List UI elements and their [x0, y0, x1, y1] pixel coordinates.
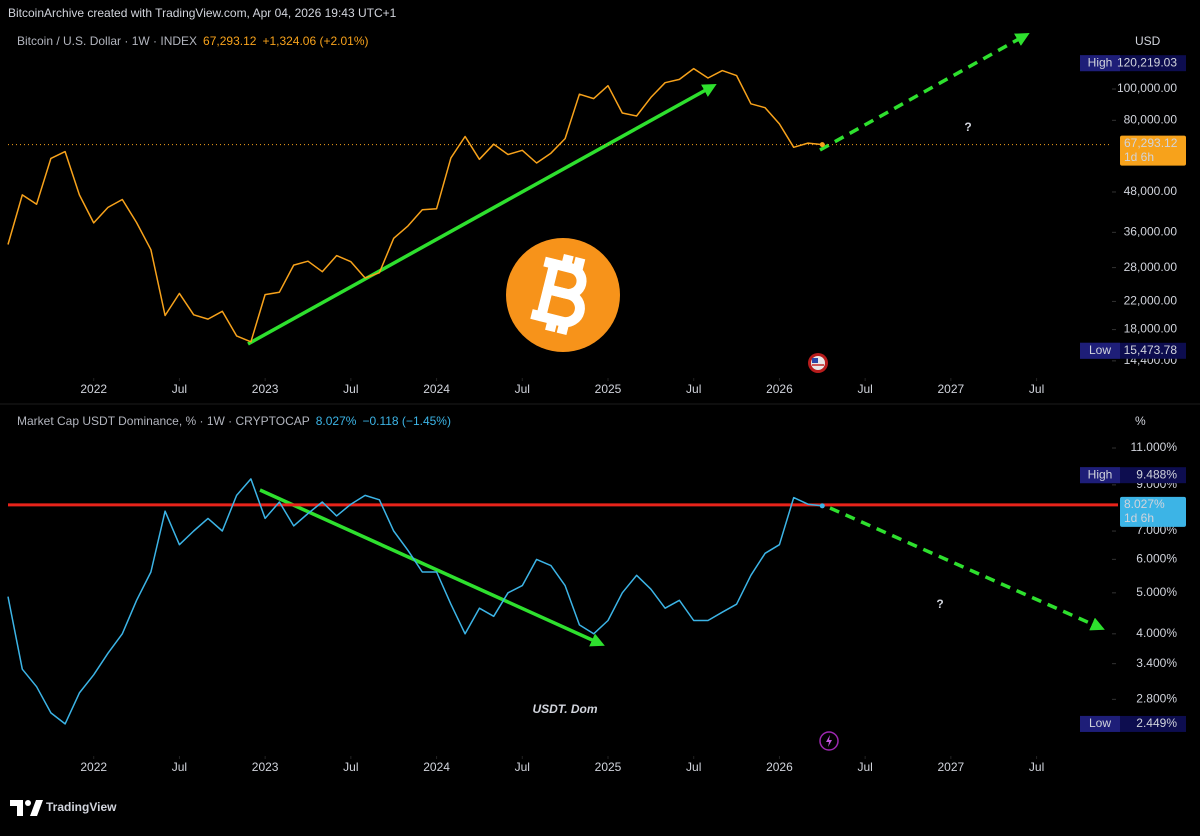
projection-arrow: [829, 506, 1105, 631]
x-tick-label: 2023: [252, 760, 279, 774]
low-tag-title-box: [1080, 342, 1120, 359]
x-tick-label: 2022: [80, 760, 107, 774]
countdown: 1d 6h: [1124, 511, 1154, 525]
high-tag-label: 9.488%: [1136, 467, 1177, 481]
last-point: [819, 142, 825, 148]
legend-name: Bitcoin / U.S. Dollar · 1W · INDEX: [17, 34, 197, 48]
trend-arrow: [259, 488, 605, 647]
last-point: [819, 503, 825, 509]
price-line: [7, 478, 823, 725]
x-tick-label: Jul: [172, 760, 187, 774]
x-tick-label: Jul: [1029, 382, 1044, 396]
x-tick-label: Jul: [857, 382, 872, 396]
event-icon: [819, 731, 839, 751]
trend-arrow: [247, 83, 717, 346]
low-tag-title: Low: [1089, 343, 1111, 357]
low-tag-label: 2.449%: [1136, 716, 1177, 730]
brand-name: TradingView: [46, 800, 117, 814]
price-line: [7, 67, 823, 343]
annotation: ?: [936, 597, 943, 611]
countdown: 1d 6h: [1124, 150, 1154, 164]
legend-change: +1,324.06 (+2.01%): [262, 34, 368, 48]
x-tick-label: 2024: [423, 382, 450, 396]
x-tick-label: 2026: [766, 382, 793, 396]
projection-arrow: [819, 32, 1030, 152]
y-tick-label: 36,000.00: [1124, 225, 1178, 239]
high-tag-title: High: [1088, 467, 1113, 481]
x-tick-label: 2027: [938, 382, 965, 396]
x-tick-label: Jul: [857, 760, 872, 774]
y-tick-label: 18,000.00: [1124, 322, 1178, 336]
y-tick-label: 48,000.00: [1124, 184, 1178, 198]
y-tick-label: 11.000%: [1131, 440, 1178, 454]
x-tick-label: Jul: [343, 382, 358, 396]
x-tick-label: 2025: [595, 382, 622, 396]
axis-unit: %: [1135, 414, 1146, 428]
y-tick-label: 80,000.00: [1124, 112, 1178, 126]
low-tag-title-box: [1080, 715, 1120, 732]
high-tag-title: High: [1088, 55, 1113, 69]
high-tag-title-box: [1080, 55, 1120, 72]
low-tag-title: Low: [1089, 716, 1111, 730]
header: BitcoinArchive created with TradingView.…: [8, 6, 397, 20]
legend-change: −0.118 (−1.45%): [362, 414, 451, 428]
legend: Bitcoin / U.S. Dollar · 1W · INDEX 67,293…: [17, 34, 369, 48]
x-tick-label: Jul: [686, 382, 701, 396]
y-tick-label: 4.000%: [1136, 626, 1177, 640]
x-tick-label: Jul: [515, 382, 530, 396]
legend-quote: 67,293.12: [203, 34, 257, 48]
axis-unit: USD: [1135, 34, 1161, 48]
x-tick-label: 2027: [938, 760, 965, 774]
x-tick-label: 2025: [595, 760, 622, 774]
annotation: ?: [964, 120, 971, 134]
y-tick-label: 5.000%: [1136, 585, 1177, 599]
bitcoin-logo: [506, 238, 620, 352]
y-tick-label: 6.000%: [1136, 552, 1177, 566]
current-value-tag: [1120, 135, 1186, 166]
current-value-tag: [1120, 496, 1186, 527]
flag-icon: [808, 353, 828, 373]
x-tick-label: Jul: [686, 760, 701, 774]
brand-logo: [10, 800, 43, 816]
high-tag-title-box: [1080, 467, 1120, 484]
y-tick-label: 100,000.00: [1117, 81, 1177, 95]
x-tick-label: Jul: [1029, 760, 1044, 774]
annotation: USDT. Dom: [532, 702, 597, 716]
x-tick-label: 2026: [766, 760, 793, 774]
x-tick-label: Jul: [515, 760, 530, 774]
y-tick-label: 2.800%: [1136, 692, 1177, 706]
y-tick-label: 22,000.00: [1124, 294, 1178, 308]
x-tick-label: 2024: [423, 760, 450, 774]
x-tick-label: 2023: [252, 382, 279, 396]
current-value-label: 67,293.12: [1124, 136, 1178, 150]
y-tick-label: 28,000.00: [1124, 260, 1178, 274]
low-tag-label: 15,473.78: [1124, 343, 1178, 357]
legend: Market Cap USDT Dominance, % · 1W · CRYP…: [17, 414, 451, 428]
high-tag-label: 120,219.03: [1117, 55, 1177, 69]
legend-name: Market Cap USDT Dominance, % · 1W · CRYP…: [17, 414, 310, 428]
x-tick-label: Jul: [343, 760, 358, 774]
current-value-label: 8.027%: [1124, 497, 1165, 511]
y-tick-label: 3.400%: [1136, 656, 1177, 670]
legend-quote: 8.027%: [316, 414, 357, 428]
x-tick-label: 2022: [80, 382, 107, 396]
x-tick-label: Jul: [172, 382, 187, 396]
